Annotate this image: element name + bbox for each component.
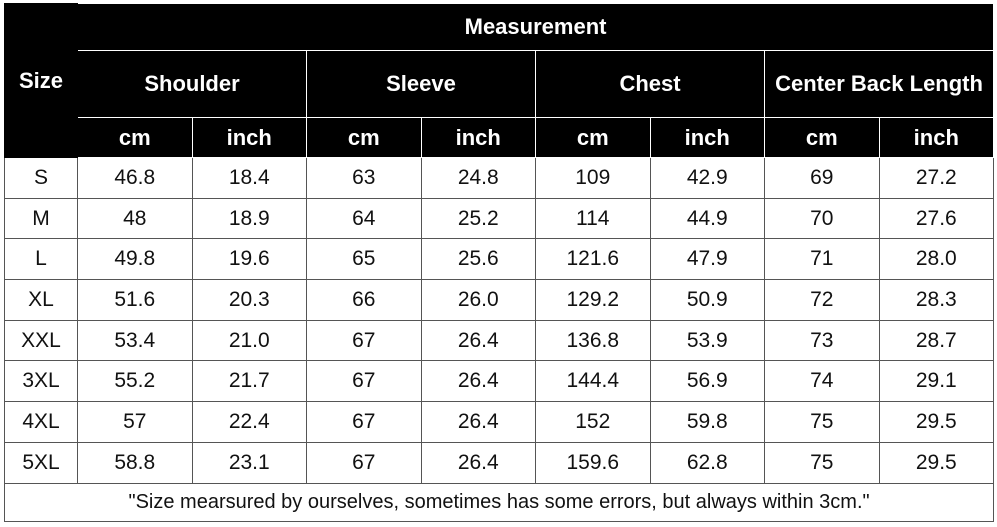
value-cell: 114 [535, 197, 651, 240]
value-cell: 47.9 [649, 238, 765, 281]
unit-header: inch [191, 117, 307, 158]
value-cell: 21.0 [191, 319, 307, 362]
value-cell: 28.0 [878, 238, 995, 281]
size-cell: XL [4, 279, 78, 321]
value-cell: 144.4 [535, 360, 651, 403]
group-header: Center Back Length [763, 50, 995, 118]
value-cell: 75 [764, 441, 880, 484]
value-cell: 26.4 [420, 441, 536, 484]
unit-header: inch [649, 117, 765, 158]
unit-header: inch [420, 117, 536, 158]
unit-header: inch [878, 117, 995, 158]
value-cell: 121.6 [535, 238, 651, 281]
value-cell: 67 [306, 319, 422, 362]
value-cell: 159.6 [535, 441, 651, 484]
value-cell: 59.8 [649, 401, 765, 443]
value-cell: 136.8 [535, 319, 651, 362]
value-cell: 66 [306, 279, 422, 321]
size-cell: S [4, 157, 78, 199]
value-cell: 70 [764, 197, 880, 240]
value-cell: 26.4 [420, 319, 536, 362]
value-cell: 58.8 [77, 441, 193, 484]
value-cell: 67 [306, 360, 422, 403]
value-cell: 69 [764, 157, 880, 199]
value-cell: 55.2 [77, 360, 193, 403]
value-cell: 26.0 [420, 279, 536, 321]
measurement-header: Measurement [76, 3, 995, 51]
value-cell: 53.4 [77, 319, 193, 362]
value-cell: 29.1 [878, 360, 995, 403]
value-cell: 23.1 [191, 441, 307, 484]
size-table: Size Measurement Shoulder Sleeve Chest Cent… [3, 3, 995, 522]
value-cell: 21.7 [191, 360, 307, 403]
value-cell: 48 [77, 197, 193, 240]
table-row: XL 51.6 20.3 66 26.0 129.2 50.9 72 28.3 [4, 279, 995, 321]
value-cell: 22.4 [191, 401, 307, 443]
value-cell: 19.6 [191, 238, 307, 281]
value-cell: 28.3 [878, 279, 995, 321]
group-header: Shoulder [77, 50, 307, 118]
value-cell: 57 [77, 401, 193, 443]
value-cell: 42.9 [649, 157, 765, 199]
table-row: 5XL 58.8 23.1 67 26.4 159.6 62.8 75 29.5 [4, 441, 995, 484]
value-cell: 74 [764, 360, 880, 403]
value-cell: 109 [535, 157, 651, 199]
value-cell: 27.2 [878, 157, 995, 199]
size-cell: M [4, 197, 78, 240]
table-row: XXL 53.4 21.0 67 26.4 136.8 53.9 73 28.7 [4, 319, 995, 362]
value-cell: 27.6 [878, 197, 995, 240]
size-cell: 4XL [4, 401, 78, 443]
value-cell: 64 [306, 197, 422, 240]
value-cell: 50.9 [649, 279, 765, 321]
table-row: L 49.8 19.6 65 25.6 121.6 47.9 71 28.0 [4, 238, 995, 281]
value-cell: 25.2 [420, 197, 536, 240]
value-cell: 73 [764, 319, 880, 362]
table-row: S 46.8 18.4 63 24.8 109 42.9 69 27.2 [4, 157, 995, 199]
value-cell: 46.8 [77, 157, 193, 199]
value-cell: 49.8 [77, 238, 193, 281]
value-cell: 152 [535, 401, 651, 443]
table-row: 3XL 55.2 21.7 67 26.4 144.4 56.9 74 29.1 [4, 360, 995, 403]
value-cell: 67 [306, 401, 422, 443]
value-cell: 72 [764, 279, 880, 321]
value-cell: 56.9 [649, 360, 765, 403]
group-header: Chest [535, 50, 765, 118]
unit-header: cm [77, 117, 193, 158]
value-cell: 67 [306, 441, 422, 484]
size-cell: 5XL [4, 441, 78, 484]
unit-header: cm [535, 117, 651, 158]
size-header: Size [4, 3, 78, 158]
unit-header: cm [764, 117, 880, 158]
value-cell: 18.9 [191, 197, 307, 240]
value-cell: 53.9 [649, 319, 765, 362]
value-cell: 75 [764, 401, 880, 443]
value-cell: 20.3 [191, 279, 307, 321]
size-cell: XXL [4, 319, 78, 362]
table-row: M 48 18.9 64 25.2 114 44.9 70 27.6 [4, 197, 995, 240]
note: "Size mearsured by ourselves, sometimes … [3, 482, 995, 522]
value-cell: 28.7 [878, 319, 995, 362]
value-cell: 29.5 [878, 441, 995, 484]
value-cell: 44.9 [649, 197, 765, 240]
note-row: "Size mearsured by ourselves, sometimes … [3, 482, 995, 522]
value-cell: 26.4 [420, 401, 536, 443]
value-cell: 29.5 [878, 401, 995, 443]
value-cell: 65 [306, 238, 422, 281]
value-cell: 71 [764, 238, 880, 281]
unit-header: cm [306, 117, 422, 158]
group-header: Sleeve [306, 50, 536, 118]
value-cell: 129.2 [535, 279, 651, 321]
value-cell: 63 [306, 157, 422, 199]
size-cell: 3XL [4, 360, 78, 403]
value-cell: 51.6 [77, 279, 193, 321]
size-cell: L [4, 238, 78, 281]
value-cell: 26.4 [420, 360, 536, 403]
value-cell: 62.8 [649, 441, 765, 484]
value-cell: 18.4 [191, 157, 307, 199]
table-row: 4XL 57 22.4 67 26.4 152 59.8 75 29.5 [4, 401, 995, 443]
value-cell: 24.8 [420, 157, 536, 199]
value-cell: 25.6 [420, 238, 536, 281]
